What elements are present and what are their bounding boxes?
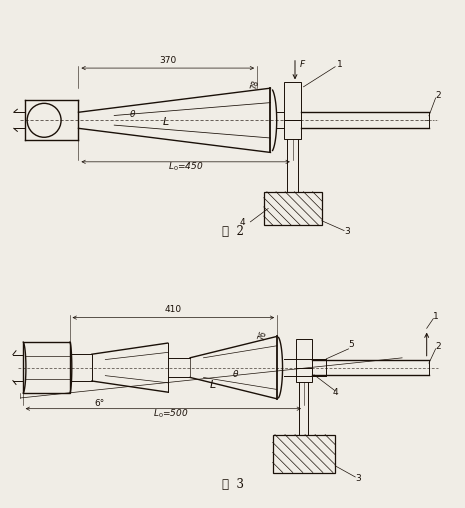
Text: 图  3: 图 3 [221, 478, 244, 491]
Text: 6°: 6° [94, 399, 104, 407]
Text: θ: θ [130, 110, 135, 119]
Text: 78: 78 [249, 79, 260, 90]
Text: 1: 1 [338, 60, 343, 69]
Text: 3: 3 [355, 474, 361, 484]
Text: 4: 4 [333, 388, 339, 397]
Text: 图  2: 图 2 [221, 225, 244, 238]
Bar [296, 339, 312, 368]
Text: 76: 76 [257, 330, 269, 342]
Text: L: L [162, 117, 169, 127]
Bar [272, 434, 335, 472]
Text: θ: θ [232, 370, 238, 379]
Text: 2: 2 [436, 342, 441, 351]
Bar [284, 120, 301, 139]
Text: 4: 4 [239, 218, 245, 228]
Text: $L_0$=450: $L_0$=450 [168, 161, 203, 173]
Bar [296, 368, 312, 382]
Text: 1: 1 [433, 311, 439, 321]
Text: 5: 5 [349, 340, 354, 350]
Text: 2: 2 [436, 91, 441, 100]
Text: 3: 3 [344, 227, 350, 236]
Text: F: F [299, 60, 305, 69]
Bar [284, 82, 301, 120]
Bar [23, 342, 70, 394]
Text: $L_0$=500: $L_0$=500 [153, 408, 189, 420]
Text: 370: 370 [159, 56, 176, 65]
Bar [264, 192, 322, 225]
Text: L: L [210, 379, 216, 390]
Text: 410: 410 [165, 305, 182, 314]
